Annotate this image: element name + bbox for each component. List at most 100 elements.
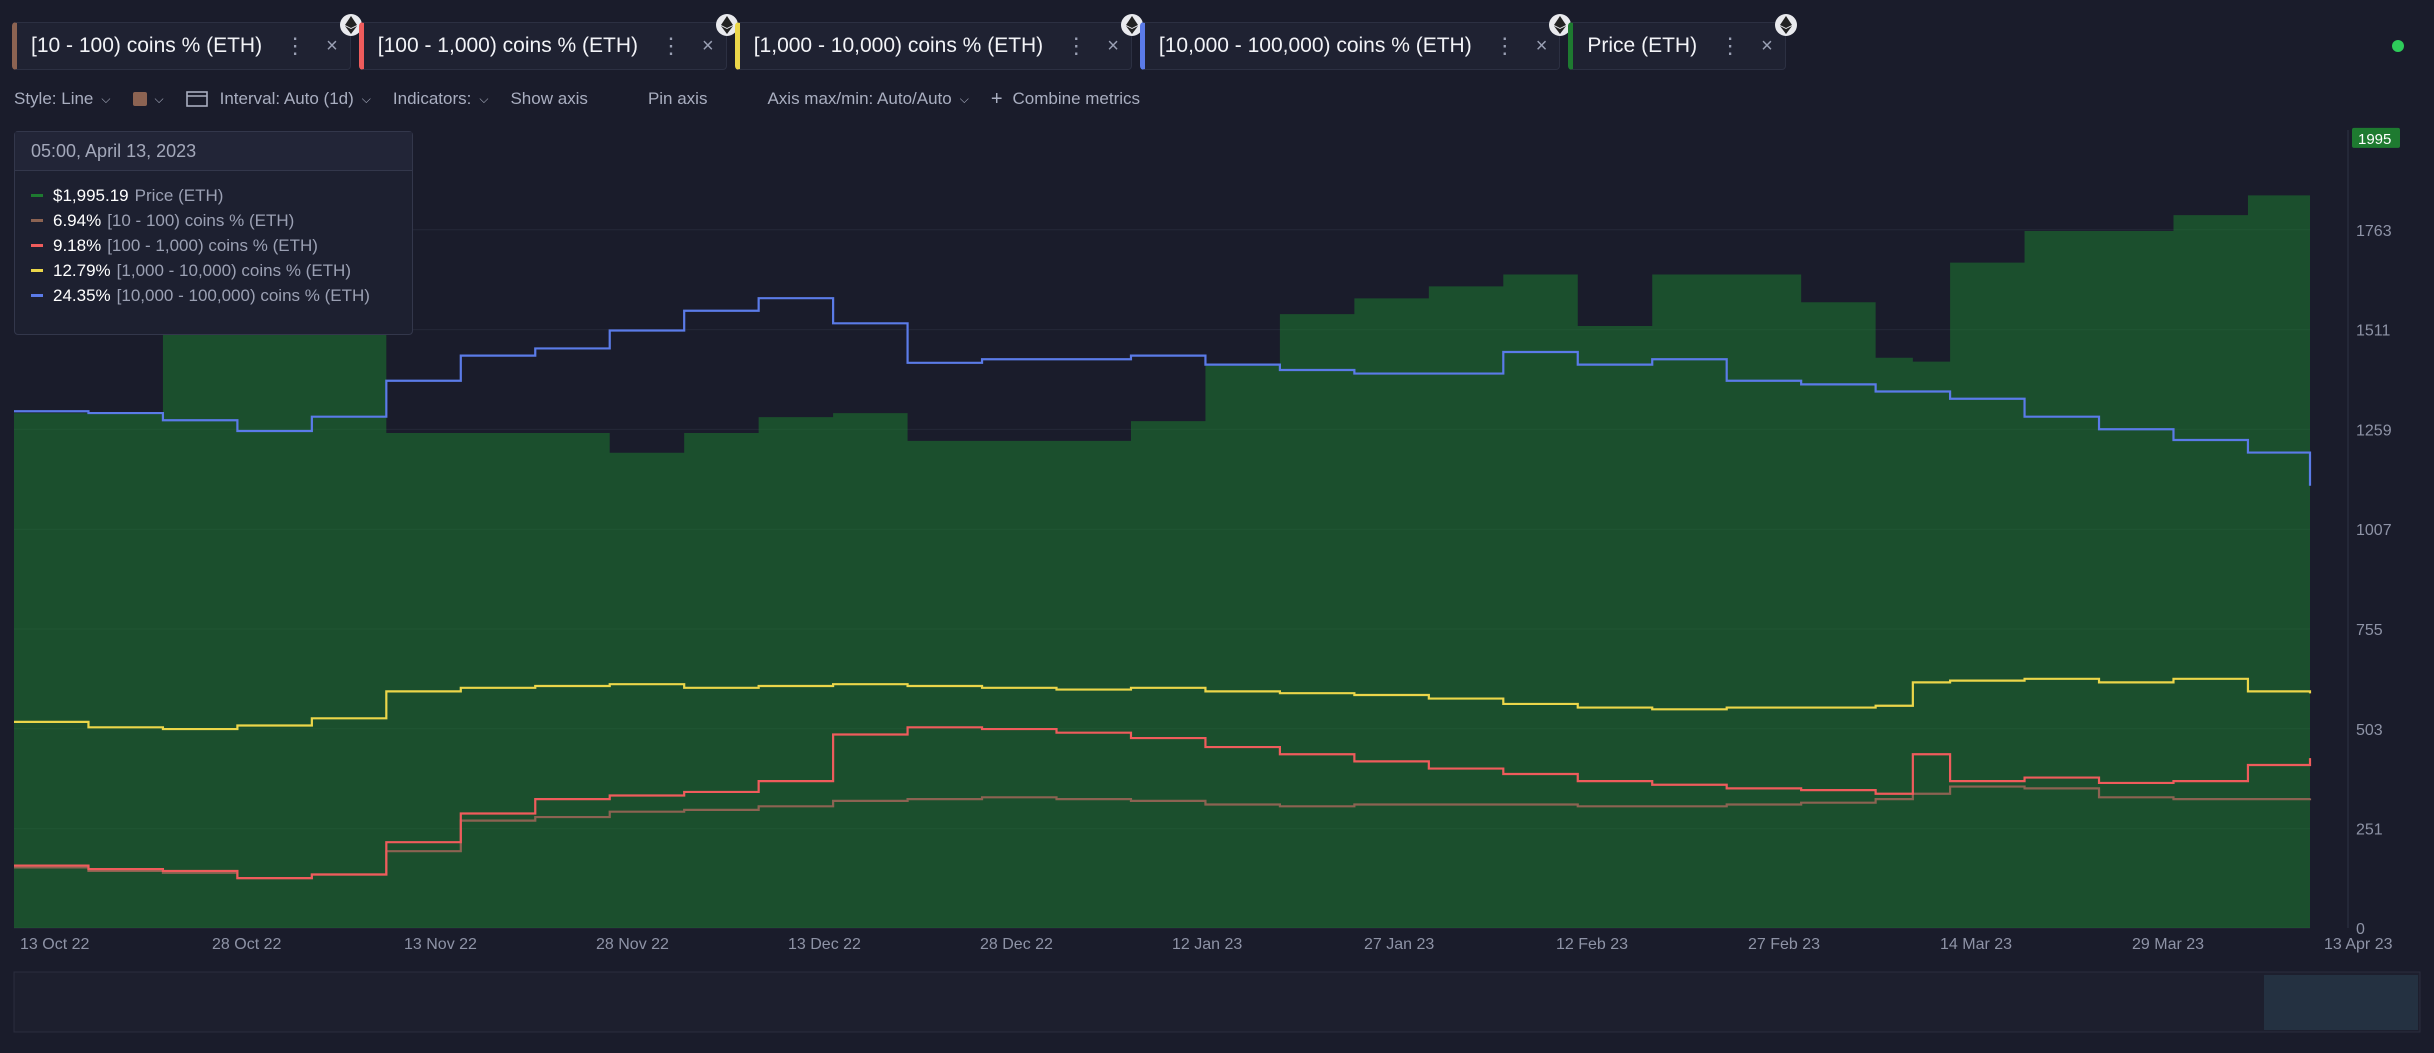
metric-tab[interactable]: Price (ETH) ⋮ × [1568, 14, 1797, 70]
y-tick-label: 1259 [2356, 422, 2392, 439]
x-tick-label: 12 Feb 23 [1556, 936, 1628, 953]
metric-tab-label: Price (ETH) [1587, 34, 1698, 57]
y-tick-label: 251 [2356, 822, 2383, 839]
connection-status-icon [2392, 40, 2404, 52]
price-area [14, 137, 2310, 928]
tooltip-value: 24.35% [53, 285, 111, 305]
x-tick-label: 28 Nov 22 [596, 936, 669, 953]
series-line [14, 297, 2312, 486]
color-swatch-icon [132, 92, 147, 106]
more-options-icon[interactable]: ⋮ [1719, 33, 1742, 58]
series-color-icon [31, 244, 43, 247]
more-options-icon[interactable]: ⋮ [660, 33, 683, 58]
pin-axis-label: Pin axis [647, 89, 708, 108]
ethereum-icon [339, 14, 362, 36]
metric-tab-label: [10 - 100) coins % (ETH) [31, 34, 263, 57]
metric-tab-label: [100 - 1,000) coins % (ETH) [377, 34, 639, 57]
y-tick-label: 1511 [2356, 323, 2391, 340]
indicators-label: Indicators: [392, 89, 472, 108]
series-line [14, 677, 2312, 731]
chart-tooltip: 05:00, April 13, 2023 $1,995.19 Price (ET… [14, 131, 413, 335]
x-tick-label: 12 Jan 23 [1172, 936, 1242, 953]
y-tick-label: 755 [2356, 622, 2383, 639]
navigator [13, 971, 2421, 1033]
tooltip-value: 12.79% [53, 260, 111, 280]
x-tick-label: 27 Jan 23 [1364, 936, 1434, 953]
tooltip-row: 12.79% [1,000 - 10,000) coins % (ETH) [15, 258, 412, 283]
interval-dropdown[interactable]: Interval: Auto (1d) ⌵ [185, 89, 371, 109]
y-tick-label: 1763 [2356, 223, 2392, 240]
x-tick-label: 13 Apr 23 [2324, 936, 2393, 953]
metric-tab-label: [10,000 - 100,000) coins % (ETH) [1158, 34, 1472, 57]
show-axis-button[interactable]: Show axis [510, 89, 587, 109]
price-marker-label: 1995 [2358, 131, 2391, 148]
tooltip-series-name: [10 - 100) coins % (ETH) [107, 210, 295, 230]
chevron-down-icon: ⌵ [479, 91, 489, 106]
indicators-dropdown[interactable]: Indicators: ⌵ [393, 89, 489, 109]
tooltip-value: 6.94% [53, 210, 102, 230]
tooltip-series-name: [100 - 1,000) coins % (ETH) [107, 235, 318, 255]
pin-axis-button[interactable]: Pin axis [648, 89, 708, 109]
tooltip-rows: $1,995.19 Price (ETH) 6.94% [10 - 100) coin… [15, 171, 412, 308]
navigator-window [2264, 975, 2418, 1030]
y-tick-label: 0 [2356, 921, 2365, 938]
y-tick-label: 503 [2356, 722, 2383, 739]
ethereum-icon [1549, 14, 1572, 36]
x-tick-label: 13 Oct 22 [20, 936, 89, 953]
combine-metrics-label: Combine metrics [1012, 89, 1141, 108]
axis-maxmin-label: Axis max/min: Auto/Auto [767, 89, 952, 108]
tooltip-row: 24.35% [10,000 - 100,000) coins % (ETH) [15, 283, 412, 308]
x-tick-label: 27 Feb 23 [1748, 936, 1820, 953]
ethereum-icon [1120, 14, 1143, 36]
metric-tab[interactable]: [10 - 100) coins % (ETH) ⋮ × [12, 14, 362, 70]
series-color-icon [31, 219, 43, 222]
show-axis-label: Show axis [510, 89, 588, 108]
close-icon[interactable]: × [1761, 34, 1773, 57]
x-tick-label: 13 Dec 22 [788, 936, 861, 953]
metric-tab[interactable]: [1,000 - 10,000) coins % (ETH) ⋮ × [734, 14, 1143, 70]
plus-icon: + [990, 87, 1003, 110]
calendar-icon [185, 91, 208, 107]
style-label: Style: Line [14, 89, 94, 108]
more-options-icon[interactable]: ⋮ [1065, 33, 1088, 58]
tooltip-value: 9.18% [53, 235, 102, 255]
axis-maxmin-dropdown[interactable]: Axis max/min: Auto/Auto ⌵ [767, 89, 968, 109]
metric-tab[interactable]: [10,000 - 100,000) coins % (ETH) ⋮ × [1139, 14, 1572, 70]
x-tick-label: 28 Oct 22 [212, 936, 281, 953]
interval-label: Interval: Auto (1d) [219, 89, 354, 108]
chevron-down-icon: ⌵ [101, 91, 111, 106]
close-icon[interactable]: × [326, 34, 338, 57]
metric-tab-label: [1,000 - 10,000) coins % (ETH) [753, 34, 1044, 57]
x-tick-label: 29 Mar 23 [2132, 936, 2204, 953]
close-icon[interactable]: × [702, 34, 714, 57]
style-dropdown[interactable]: Style: Line ⌵ [14, 89, 111, 109]
price-marker [2352, 127, 2400, 148]
x-tick-label: 14 Mar 23 [1940, 936, 2012, 953]
series-color-icon [31, 294, 43, 297]
series-color-icon [31, 194, 43, 197]
more-options-icon[interactable]: ⋮ [284, 33, 307, 58]
tooltip-date: 05:00, April 13, 2023 [15, 132, 412, 171]
chevron-down-icon: ⌵ [959, 91, 969, 106]
tooltip-series-name: [10,000 - 100,000) coins % (ETH) [116, 285, 370, 305]
chevron-down-icon: ⌵ [154, 91, 164, 106]
x-tick-label: 13 Nov 22 [404, 936, 477, 953]
close-icon[interactable]: × [1107, 34, 1119, 57]
close-icon[interactable]: × [1535, 34, 1548, 57]
tooltip-series-name: Price (ETH) [134, 185, 224, 205]
more-options-icon[interactable]: ⋮ [1493, 33, 1516, 58]
chart-toolbar: Style: Line ⌵ ⌵ Interval: Auto (1d) ⌵ In… [14, 84, 1162, 114]
series-line [14, 726, 2312, 880]
series-color-icon [31, 269, 43, 272]
x-tick-label: 28 Dec 22 [980, 936, 1053, 953]
metric-tab[interactable]: [100 - 1,000) coins % (ETH) ⋮ × [358, 14, 738, 70]
ethereum-icon [1774, 14, 1797, 36]
tooltip-value: $1,995.19 [53, 185, 129, 205]
combine-metrics-button[interactable]: + Combine metrics [991, 88, 1140, 111]
color-dropdown[interactable]: ⌵ [132, 91, 164, 107]
tooltip-row: $1,995.19 Price (ETH) [15, 183, 412, 208]
tooltip-row: 6.94% [10 - 100) coins % (ETH) [15, 208, 412, 233]
tooltip-series-name: [1,000 - 10,000) coins % (ETH) [116, 260, 351, 280]
y-tick-label: 1007 [2356, 522, 2392, 539]
